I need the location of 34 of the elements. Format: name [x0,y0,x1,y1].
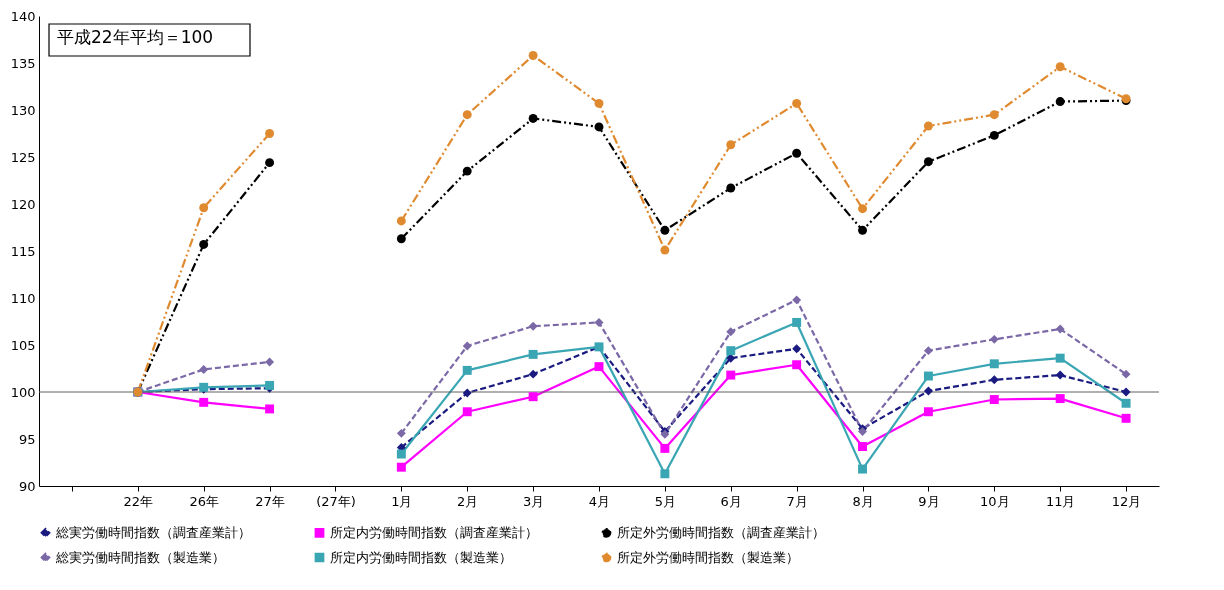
x-tick-label: 8月 [852,493,874,509]
x-tick-label: 1月 [391,493,413,509]
y-tick-label: 115 [10,243,36,259]
legend-label: 所定内労働時間指数（調査産業計） [330,524,538,540]
x-tick-label: 12月 [1111,493,1142,509]
legend-label: 総実労働時間指数（製造業） [55,549,225,565]
legend-label: 所定内労働時間指数（製造業） [330,549,512,565]
y-tick-label: 110 [10,290,36,306]
legend-label: 所定外労働時間指数（調査産業計） [617,524,825,540]
x-tick-label: 22年 [123,493,154,509]
x-tick-label: 4月 [588,493,611,509]
y-tick-label: 135 [10,55,36,71]
y-tick-label: 120 [10,196,36,212]
x-tick-label: 9月 [918,493,940,509]
y-tick-label: 125 [10,149,36,165]
y-tick-label: 130 [10,102,36,118]
annotation: 平成22年平均＝100 [57,27,214,47]
y-tick-label: 90 [18,478,36,494]
x-tick-label: 26年 [189,493,219,509]
x-tick-label: (27年) [316,493,356,509]
y-tick-label: 140 [10,8,36,24]
legend-label: 総実労働時間指数（調査産業計） [55,524,251,540]
x-tick-label: 6月 [720,493,742,509]
legend-label: 所定外労働時間指数（製造業） [617,549,799,565]
y-tick-label: 95 [18,431,36,447]
y-tick-label: 100 [10,384,36,400]
x-tick-label: 2月 [457,493,479,509]
y-tick-label: 105 [10,337,36,353]
x-tick-label: 3月 [522,493,545,509]
x-tick-label: 11月 [1045,493,1076,509]
x-tick-label: 27年 [255,493,285,509]
x-tick-label: 10月 [980,493,1010,509]
x-tick-label: 5月 [654,493,677,509]
x-tick-label: 7月 [786,493,808,509]
